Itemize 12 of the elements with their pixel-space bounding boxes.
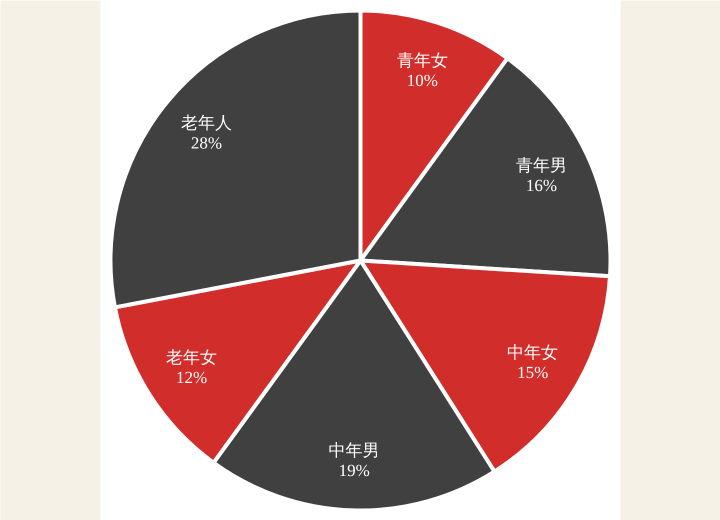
data-label: 19% — [338, 460, 370, 480]
slice-label: 中年男 — [328, 440, 380, 460]
data-label: 15% — [517, 362, 548, 382]
data-label: 28% — [190, 134, 222, 153]
data-label: 10% — [406, 70, 438, 90]
data-label: 16% — [526, 176, 558, 195]
data-label: 12% — [176, 368, 208, 388]
slice-label: 青年女 — [396, 50, 448, 70]
slice-label: 中年女 — [507, 342, 558, 362]
slice-label: 老年人 — [180, 114, 232, 133]
slice-label: 青年男 — [516, 156, 567, 175]
slice-label: 老年女 — [166, 348, 218, 368]
